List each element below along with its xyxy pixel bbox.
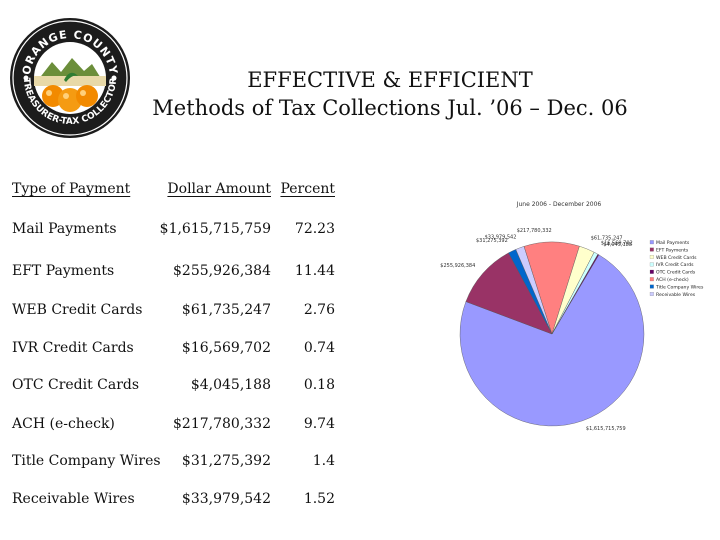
legend-swatch — [649, 255, 654, 259]
title-line-2: Methods of Tax Collections Jul. ’06 – De… — [152, 96, 628, 120]
header-percent: Percent — [280, 181, 335, 197]
chart-title: June 2006 - December 2006 — [516, 201, 602, 208]
row-type: IVR Credit Cards — [12, 340, 134, 356]
row-percent: 72.23 — [294, 221, 335, 237]
legend-label: WEB Credit Cards — [656, 255, 697, 261]
pie-slice-mail-payments — [459, 254, 645, 427]
legend-swatch — [649, 262, 654, 267]
row-type: Title Company Wires — [12, 453, 161, 469]
pie-data-label: $217,780,332 — [517, 228, 552, 234]
orange-county-seal-logo: ORANGE COUNTY TREASURER-TAX COLLECTOR — [10, 18, 130, 138]
row-type: OTC Credit Cards — [12, 377, 140, 393]
legend-label: ACH (e-check) — [656, 277, 689, 283]
legend-swatch — [649, 284, 654, 289]
payment-methods-pie-chart: June 2006 - December 2006 $1,615,715,759… — [440, 201, 704, 432]
row-percent: 1.52 — [303, 491, 335, 507]
legend-label: OTC Credit Cards — [656, 270, 696, 276]
pie-slice-otc-credit-cards — [551, 254, 600, 335]
pie-data-label: $4,045,188 — [603, 242, 632, 248]
legend-swatch — [649, 247, 654, 252]
row-percent: 9.74 — [303, 416, 335, 432]
legend-swatch — [649, 240, 654, 245]
legend-swatch — [649, 277, 654, 282]
legend-swatch — [649, 292, 654, 296]
row-amount: $31,275,392 — [181, 453, 271, 469]
pie-data-label: $61,735,247 — [591, 236, 623, 242]
legend-swatch — [649, 269, 654, 274]
row-type: Mail Payments — [12, 221, 117, 237]
row-amount: $4,045,188 — [190, 377, 271, 393]
legend-label: EFT Payments — [656, 247, 689, 253]
row-amount: $1,615,715,759 — [159, 221, 271, 237]
row-percent: 2.76 — [303, 302, 335, 318]
legend-label: Title Company Wires — [655, 284, 704, 290]
row-type: WEB Credit Cards — [12, 302, 143, 318]
header-dollar-amount: Dollar Amount — [167, 181, 271, 197]
pie-slice-eft-payments — [465, 252, 553, 335]
title-line-1: EFFECTIVE & EFFICIENT — [247, 68, 533, 92]
row-percent: 0.74 — [303, 340, 335, 356]
row-type: EFT Payments — [12, 263, 115, 279]
row-amount: $61,735,247 — [181, 302, 271, 318]
pie-data-label: $16,569,702 — [601, 241, 633, 247]
pie-data-label: $255,926,384 — [440, 263, 475, 269]
row-type: ACH (e-check) — [12, 416, 115, 432]
row-type: Receivable Wires — [12, 491, 135, 507]
legend-label: Receivable Wires — [656, 292, 696, 298]
row-amount: $16,569,702 — [181, 340, 271, 356]
header-type-of-payment: Type of Payment — [12, 181, 131, 197]
pie-data-label: $33,979,542 — [485, 234, 517, 240]
row-percent: 1.4 — [312, 453, 335, 469]
row-percent: 0.18 — [303, 377, 335, 393]
pie-data-label: $1,615,715,759 — [586, 426, 626, 432]
legend-label: IVR Credit Cards — [656, 262, 694, 268]
row-amount: $255,926,384 — [173, 263, 271, 279]
row-percent: 11.44 — [294, 263, 335, 279]
legend-label: Mail Payments — [656, 240, 690, 246]
row-amount: $217,780,332 — [173, 416, 271, 432]
row-amount: $33,979,542 — [181, 491, 271, 507]
pie-data-label: $31,275,392 — [476, 238, 508, 244]
